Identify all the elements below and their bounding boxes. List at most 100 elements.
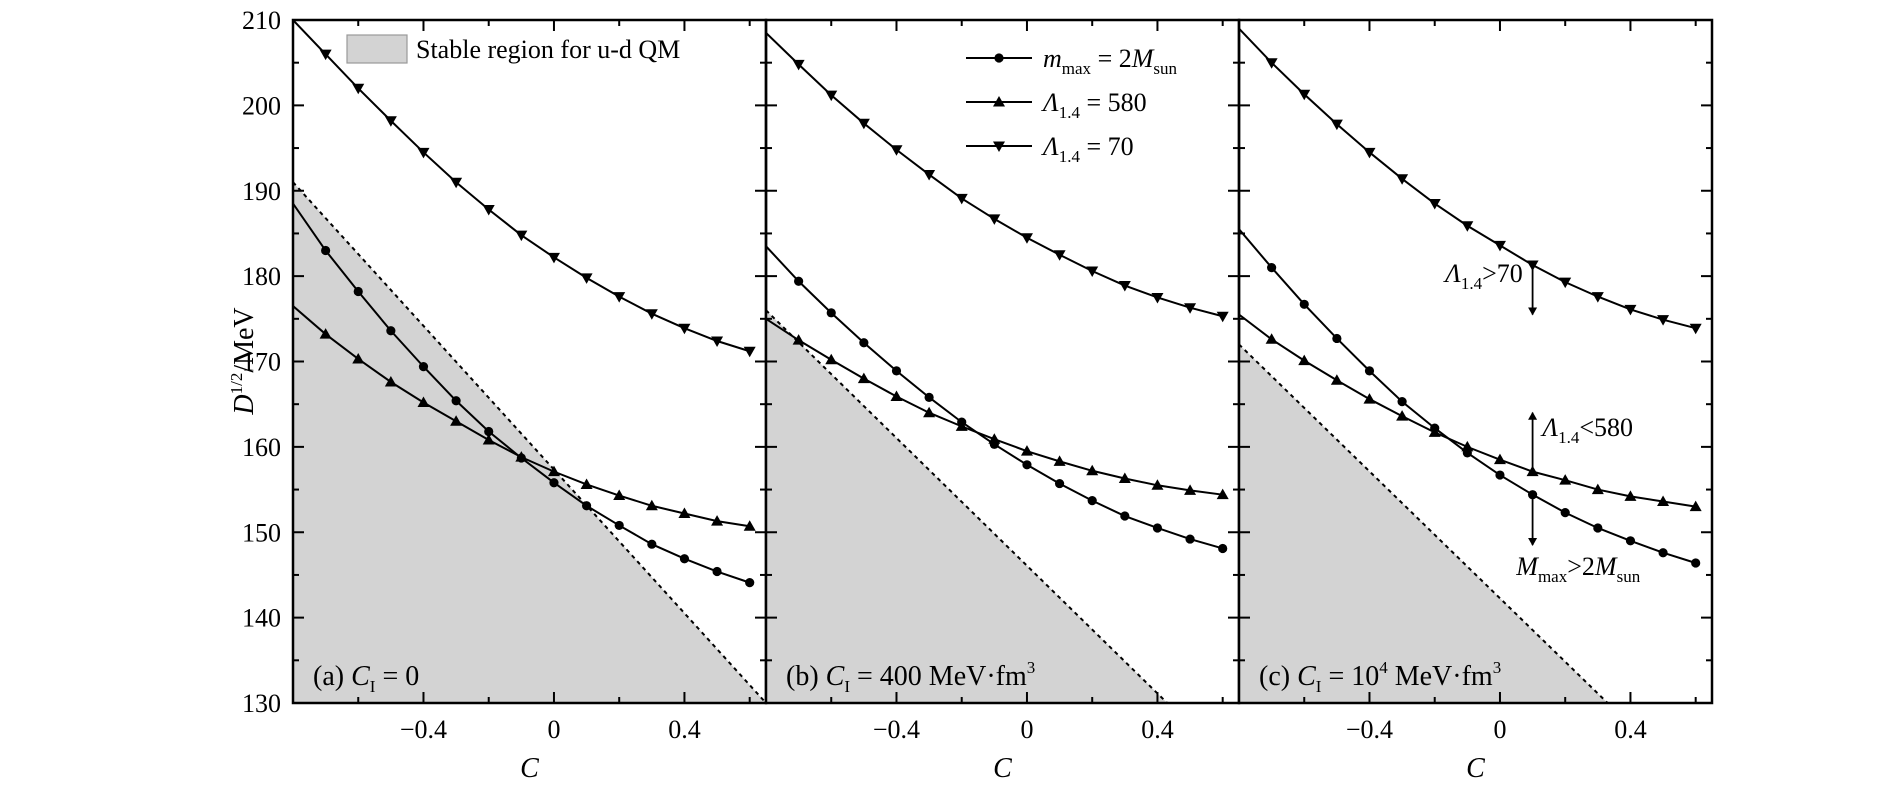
- data-point-triangle-down: [825, 90, 838, 102]
- y-tick-label: 140: [242, 604, 281, 633]
- data-point-triangle-up: [1086, 464, 1099, 476]
- data-point-triangle-up: [955, 420, 968, 431]
- annotation-sub: max: [1538, 567, 1568, 586]
- data-point-triangle-up: [711, 515, 724, 526]
- data-point-triangle-down: [955, 193, 968, 205]
- x-axis-title: C: [993, 753, 1012, 784]
- data-point-triangle-up: [1020, 445, 1033, 456]
- panels: −0.4 0 0.4C(a) CI = 0−0.4 0 0.4C(b) CI = 400…: [291, 18, 1714, 784]
- series-markers-triangle-down: [319, 49, 756, 358]
- annotation-rest: >2: [1567, 552, 1595, 581]
- data-point-circle: [1397, 397, 1407, 407]
- data-point-triangle-up: [1184, 484, 1197, 495]
- data-point-triangle-up: [1428, 426, 1441, 437]
- panel-label-sub: I: [1316, 677, 1322, 696]
- data-point-triangle-up: [1363, 393, 1376, 404]
- stable-region: [293, 182, 766, 703]
- data-point-triangle-up: [1118, 472, 1131, 483]
- data-point-triangle-down: [743, 346, 756, 358]
- data-point-triangle-up: [580, 478, 593, 489]
- annotation-sub-2: sun: [1617, 567, 1641, 586]
- data-point-triangle-down: [1216, 311, 1229, 323]
- y-tick-label: 150: [242, 518, 281, 547]
- data-point-triangle-down: [1559, 277, 1572, 289]
- data-point-circle: [1299, 299, 1309, 309]
- data-point-circle: [712, 566, 722, 577]
- x-axis-title: C: [1466, 753, 1485, 784]
- data-point-circle: [1495, 470, 1505, 480]
- data-point-triangle-down: [792, 59, 805, 71]
- data-point-triangle-up: [1591, 483, 1604, 495]
- panel-plot-area: [1239, 27, 1702, 703]
- data-point-triangle-down: [352, 83, 365, 95]
- x-tick-label: 0.4: [668, 715, 701, 744]
- data-point-circle: [1332, 333, 1342, 344]
- legend-entry: Λ1.4 = 70: [966, 132, 1134, 166]
- y-axis-title-unit: /MeV: [229, 307, 260, 372]
- data-point-circle: [353, 286, 363, 297]
- data-point-triangle-down: [1428, 199, 1441, 210]
- panel-label-sup: 4: [1379, 658, 1388, 677]
- legend-label: Λ1.4 = 70: [1040, 132, 1134, 166]
- data-point-circle: [924, 392, 934, 402]
- data-point-triangle-down: [417, 147, 430, 159]
- data-point-triangle-down: [1184, 303, 1197, 314]
- x-tick-label: 0: [1493, 715, 1506, 744]
- y-tick-label: 210: [242, 6, 281, 35]
- series-markers-triangle-up: [319, 328, 756, 531]
- data-point-triangle-up: [993, 96, 1005, 107]
- data-point-triangle-down: [678, 323, 691, 335]
- annotation-rest: <580: [1579, 413, 1633, 442]
- data-point-triangle-up: [613, 489, 626, 501]
- legend-label: mmax = 2Msun: [1043, 44, 1178, 78]
- y-tick-label: 130: [242, 689, 281, 718]
- x-tick-label: 0: [1020, 715, 1033, 744]
- data-point-circle: [1120, 511, 1130, 521]
- data-point-circle: [859, 338, 869, 348]
- data-point-circle: [386, 326, 396, 336]
- data-point-triangle-down: [711, 336, 724, 348]
- data-point-triangle-down: [1298, 89, 1311, 101]
- data-point-circle: [1658, 548, 1668, 558]
- data-point-circle: [745, 578, 755, 588]
- data-point-triangle-up: [1657, 495, 1670, 507]
- annotation-symbol: Λ: [1442, 259, 1461, 288]
- legend-sub: 1.4: [1059, 147, 1081, 166]
- data-point-triangle-down: [923, 170, 936, 181]
- panel-label-var: C: [1297, 661, 1316, 692]
- data-point-circle: [794, 276, 804, 286]
- legend-symbol: Λ: [1040, 132, 1059, 161]
- panel-b: −0.4 0 0.4C(b) CI = 400 MeV·fm3: [764, 18, 1241, 784]
- data-point-circle: [647, 539, 657, 549]
- data-point-circle: [1185, 534, 1195, 544]
- data-point-triangle-down: [384, 116, 397, 127]
- stability-boundary-line: [766, 309, 1168, 703]
- data-point-circle: [679, 554, 690, 564]
- data-point-triangle-up: [1216, 488, 1229, 500]
- data-point-triangle-down: [1363, 147, 1376, 159]
- data-point-triangle-up: [890, 390, 903, 402]
- annotation-sub: 1.4: [1461, 274, 1483, 293]
- data-point-circle: [1218, 543, 1228, 554]
- legend-sub: max: [1062, 59, 1092, 78]
- data-point-circle: [418, 362, 429, 372]
- legend-symbol: Λ: [1040, 88, 1059, 117]
- annotation-arrow-head: [1528, 411, 1538, 420]
- stability-boundary-line: [1239, 343, 1609, 703]
- legend: Stable region for u-d QM mmax = 2MsunΛ1.4…: [346, 34, 1178, 166]
- y-axis-title: D1/2/MeV: [227, 307, 260, 415]
- panel-plot-area: [293, 20, 766, 703]
- data-point-triangle-down: [450, 177, 463, 189]
- annotation: Λ1.4<580: [1528, 411, 1633, 472]
- legend-value: = 2: [1091, 44, 1132, 73]
- legend-value: = 70: [1080, 132, 1134, 161]
- data-point-triangle-up: [1493, 453, 1506, 465]
- legend-entry: mmax = 2Msun: [966, 44, 1178, 78]
- data-point-triangle-up: [515, 451, 528, 462]
- annotation-symbol-2: M: [1594, 552, 1618, 581]
- panel-label: (b) CI = 400 MeV·fm3: [786, 658, 1035, 696]
- data-point-triangle-down: [1151, 292, 1164, 304]
- y-axis-title-sup: 1/2: [227, 373, 246, 395]
- data-point-triangle-up: [1559, 474, 1572, 485]
